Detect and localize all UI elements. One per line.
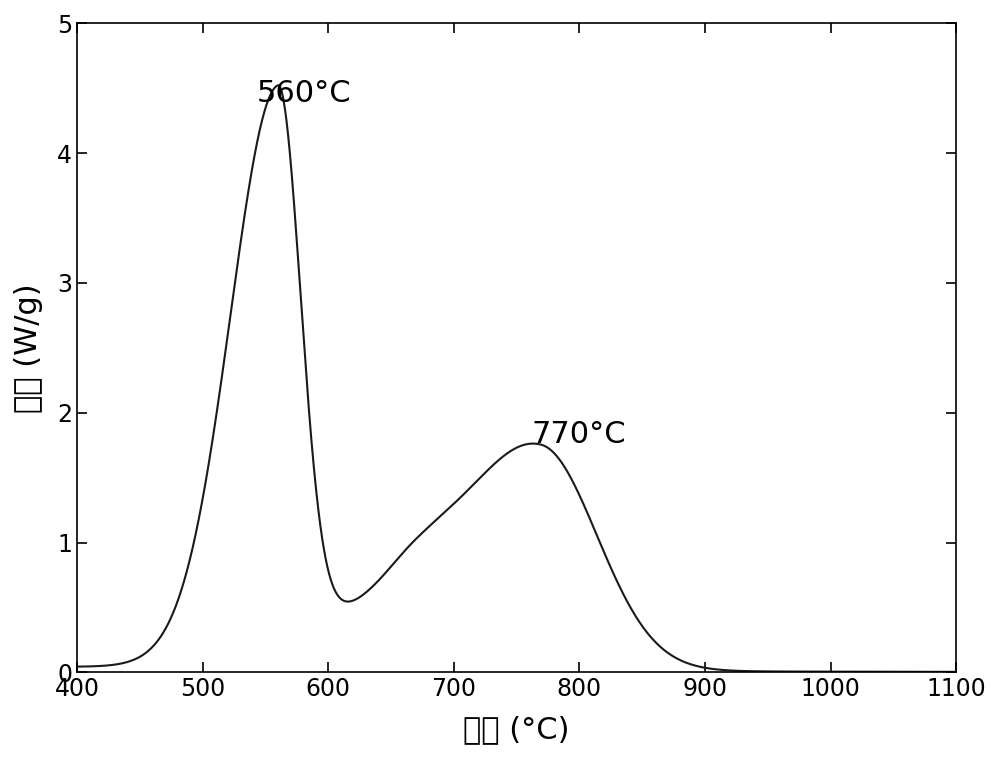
Y-axis label: 热流 (W/g): 热流 (W/g) <box>14 283 43 412</box>
Text: 560°C: 560°C <box>257 79 351 108</box>
Text: 770°C: 770°C <box>532 420 626 449</box>
X-axis label: 温度 (°C): 温度 (°C) <box>463 715 570 744</box>
